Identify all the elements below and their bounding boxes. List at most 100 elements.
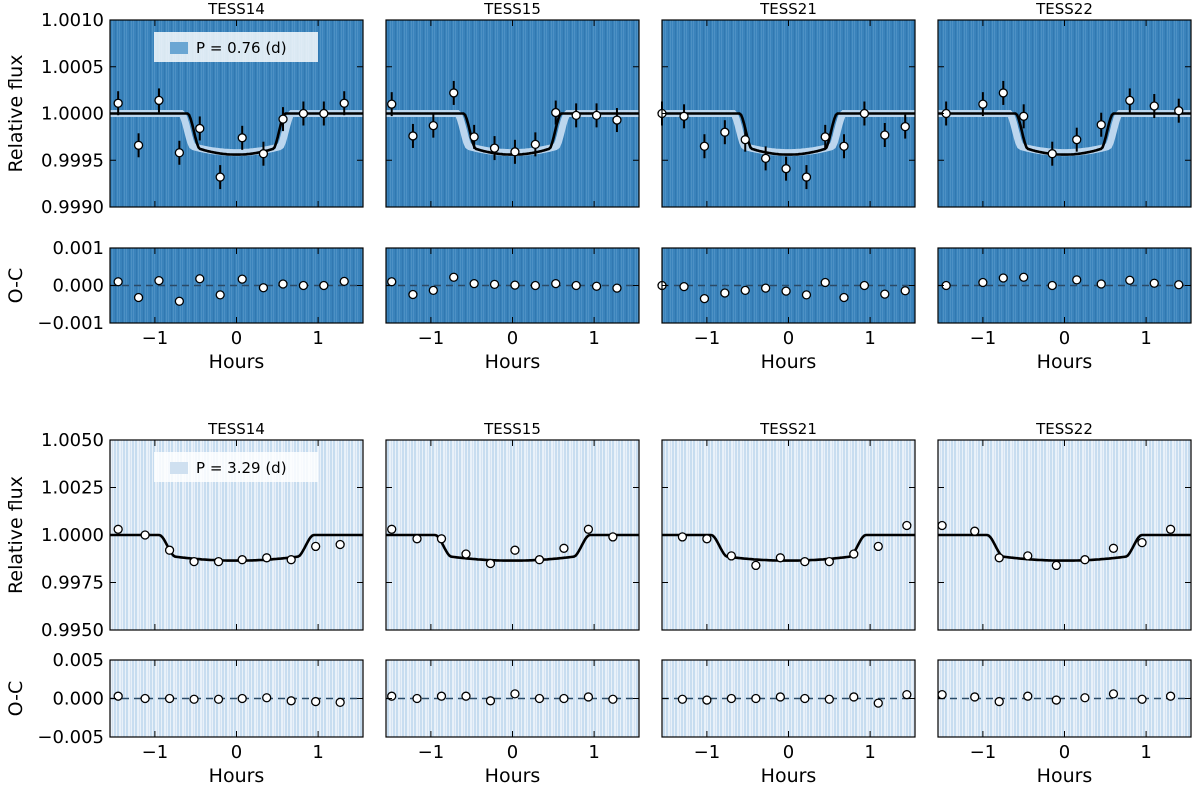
flux-point [237, 133, 247, 143]
oc-point [298, 280, 309, 291]
flux-point [189, 556, 199, 567]
panel-P076d-TESS22: TESS22 −1 0 1 Hours [937, 0, 1192, 373]
x-tick-label: −1 [970, 328, 997, 349]
x-tick-label: −1 [418, 742, 445, 763]
flux-point [800, 556, 810, 567]
oc-point [801, 290, 812, 300]
y-tick-label: 1.0010 [41, 10, 104, 31]
flux-point [679, 111, 689, 121]
oc-point [461, 691, 471, 701]
oc-point [286, 696, 296, 706]
flux-point [530, 139, 541, 150]
panel-P329d-TESS15: TESS15 −1 0 1 Hours [385, 420, 640, 787]
flux-point [1137, 537, 1147, 548]
panel-P076d-TESS21: TESS21 −1 0 1 Hours [657, 0, 916, 373]
panel-P076d-TESS15: TESS15 −1 0 1 Hours [385, 0, 640, 373]
oc-point [213, 694, 224, 704]
x-tick-label: −1 [418, 328, 445, 349]
y-tick-label: 0.000 [52, 689, 104, 710]
x-tick-label: −1 [694, 742, 721, 763]
oc-point [880, 289, 890, 299]
oc-point [319, 280, 329, 291]
oc-point [133, 292, 144, 303]
x-tick-label: 1 [312, 742, 323, 763]
oc-point [720, 288, 730, 298]
flux-point [726, 551, 737, 561]
flux-point [461, 549, 471, 559]
flux-point [839, 141, 849, 151]
oc-point [534, 693, 545, 704]
x-tick-label: 1 [1140, 328, 1151, 349]
flux-point [1125, 95, 1135, 106]
y-tick-label: −0.005 [37, 727, 104, 748]
x-axis-label: Hours [485, 765, 541, 787]
oc-point [760, 283, 771, 293]
flux-point [195, 123, 205, 134]
flux-point [559, 543, 569, 553]
flux-point [775, 553, 785, 563]
oc-point [1108, 689, 1119, 699]
flux-point [510, 545, 520, 555]
x-axis-label: Hours [1037, 765, 1093, 787]
oc-point [591, 281, 602, 291]
x-tick-label: 1 [312, 328, 323, 349]
oc-point [339, 276, 349, 287]
x-tick-label: −1 [694, 328, 721, 349]
oc-point [677, 694, 688, 704]
y-tick-label: 0.9990 [41, 197, 104, 218]
flux-point [339, 98, 349, 108]
oc-point [412, 693, 422, 704]
x-tick-label: 0 [507, 328, 518, 349]
panel-title: TESS14 [207, 420, 265, 438]
panel-title: TESS15 [483, 0, 541, 18]
flux-point [612, 115, 622, 125]
oc-point [489, 279, 500, 290]
y-tick-label: 1.0000 [41, 525, 104, 546]
panel-P329d-TESS21: TESS21 −1 0 1 Hours [661, 420, 916, 787]
oc-axis-label: O-C [5, 268, 27, 304]
x-tick-label: 1 [1140, 742, 1151, 763]
flux-point [1080, 555, 1090, 565]
panel-P076d-TESS14: TESS14 −1 0 1 Hours 1.0010 1.0005 1.0000 0.9995 0… [5, 0, 364, 373]
flux-point [164, 545, 175, 555]
oc-point [839, 292, 849, 303]
flux-point [449, 88, 459, 98]
x-axis-label: Hours [1037, 351, 1093, 373]
oc-point [1165, 691, 1176, 701]
flux-point [1108, 543, 1119, 553]
x-axis-label: Hours [485, 351, 541, 373]
flux-point [436, 534, 447, 544]
panel-title: TESS21 [759, 0, 817, 18]
x-tick-label: 0 [1059, 742, 1070, 763]
oc-point [1125, 275, 1135, 285]
oc-point [559, 693, 569, 704]
oc-point [1047, 280, 1057, 291]
oc-point [311, 696, 321, 707]
oc-point [237, 693, 247, 704]
flux-point [781, 164, 791, 174]
oc-point [608, 694, 618, 704]
oc-point [1072, 275, 1082, 285]
flux-point [262, 553, 272, 563]
flux-point [677, 532, 688, 542]
flux-point [740, 135, 750, 145]
flux-point [859, 108, 870, 119]
oc-point [262, 693, 272, 703]
oc-point [428, 285, 438, 296]
y-tick-label: 1.0000 [41, 104, 104, 125]
oc-point [510, 689, 520, 699]
oc-point [1149, 278, 1159, 288]
flux-point [608, 532, 618, 542]
oc-point [859, 280, 870, 291]
flux-point [319, 108, 329, 119]
flux-point [1174, 106, 1184, 116]
flux-point [387, 524, 397, 534]
flux-point [133, 140, 144, 150]
oc-point [849, 692, 859, 702]
panel-title: TESS22 [1035, 0, 1093, 18]
y-tick-label: 0.000 [52, 276, 104, 297]
oc-point [154, 275, 164, 286]
oc-point [174, 296, 185, 306]
flux-point [469, 132, 479, 142]
